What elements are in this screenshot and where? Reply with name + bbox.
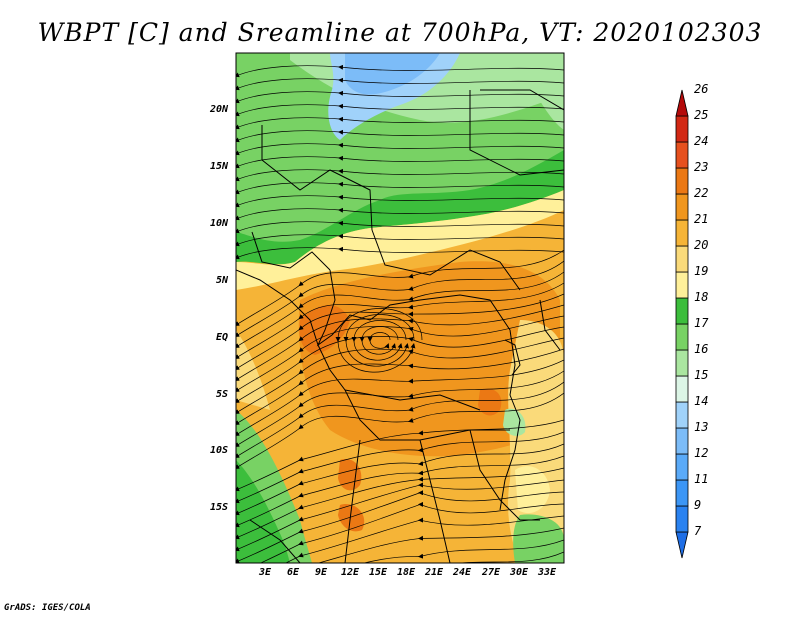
colorbar-label: 17 [694,316,709,330]
colorbar-segment [675,297,689,325]
lat-tick-label: 10S [209,445,228,456]
colorbar [675,89,689,559]
colorbar-label: 13 [694,420,709,434]
streamline [236,527,564,563]
colorbar-label: 19 [694,264,709,278]
colorbar-segment [675,245,689,273]
streamline [236,539,564,563]
lat-tick-label: 5S [215,389,228,400]
colorbar-segment [675,401,689,429]
colorbar-segment [675,453,689,481]
lon-tick-label: 15E [368,567,388,578]
colorbar-segment [675,193,689,221]
colorbar-label: 12 [694,446,709,460]
colorbar-segment [675,323,689,351]
lon-tick-label: 30E [509,567,529,578]
colorbar-label: 16 [694,342,709,356]
streamline [236,129,564,143]
streamline [236,194,564,208]
colorbar-segment [675,89,689,117]
lon-tick-label: 24E [452,567,472,578]
lon-tick-label: 27E [481,567,501,578]
streamline [236,515,564,563]
colorbar-segment [675,219,689,247]
colorbar-segment [675,375,689,403]
lon-tick-label: 21E [424,567,444,578]
lat-tick-label: 10N [209,218,228,229]
lat-tick-label: 15N [209,161,228,172]
streamline [335,308,423,373]
colorbar-label: 9 [694,498,702,512]
lon-tick-label: 33E [537,567,557,578]
colorbar-label: 20 [694,238,709,252]
lon-tick-label: 6E [286,567,300,578]
colorbar-label: 24 [694,134,709,148]
colorbar-segment [675,505,689,533]
colorbar-segment [675,427,689,455]
streamline [236,168,564,182]
colorbar-segment [675,167,689,195]
lat-tick-label: 15S [209,502,228,513]
colorbar-segment [675,531,689,559]
colorbar-label: 15 [694,368,709,382]
colorbar-segment [675,115,689,143]
streamline [236,103,564,117]
streamline [236,246,564,260]
streamline [236,155,564,169]
colorbar-label: 25 [694,108,709,122]
streamline [236,90,564,104]
lat-tick-label: EQ [215,332,228,343]
lon-tick-label: 12E [340,567,360,578]
streamline [236,77,564,91]
streamline [456,551,564,563]
streamline [236,142,564,156]
streamline [236,233,564,247]
colorbar-label: 21 [694,212,709,226]
colorbar-label: 26 [694,82,709,96]
chart-title: WBPT [C] and Sreamline at 700hPa, VT: 20… [37,18,763,47]
lon-tick-label: 3E [258,567,272,578]
colorbar-label: 7 [694,524,702,538]
colorbar-segment [675,349,689,377]
map-frame [235,52,565,564]
colorbar-segment [675,141,689,169]
streamline [236,220,564,234]
streamline [236,207,564,221]
colorbar-label: 22 [694,186,709,200]
lon-tick-label: 18E [396,567,416,578]
lon-tick-label: 9E [314,567,328,578]
colorbar-label: 23 [694,160,709,174]
streamline [236,64,564,78]
lat-tick-label: 5N [215,275,228,286]
colorbar-label: 11 [694,472,709,486]
colorbar-label: 14 [694,394,709,408]
footer-credit: GrADS: IGES/COLA [4,603,91,613]
lat-tick-label: 20N [209,104,228,115]
streamlines [236,64,564,563]
streamline [236,181,564,195]
streamline [236,116,564,130]
colorbar-label: 18 [694,290,709,304]
colorbar-segment [675,479,689,507]
colorbar-segment [675,271,689,299]
